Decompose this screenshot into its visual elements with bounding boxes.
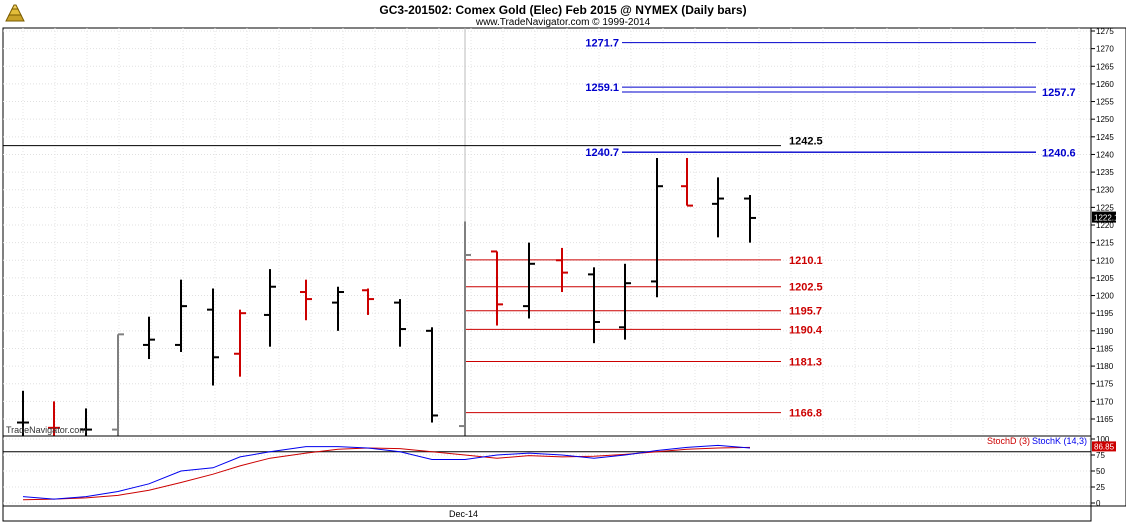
ohlc-bar bbox=[300, 279, 312, 321]
ohlc-bars bbox=[17, 157, 756, 436]
ohlc-bar bbox=[681, 157, 693, 207]
y-tick-label: 1210 bbox=[1096, 256, 1114, 265]
y-tick-label: 1170 bbox=[1096, 397, 1114, 406]
x-tick-label: Dec-14 bbox=[449, 509, 478, 519]
price-panel[interactable] bbox=[2, 27, 1092, 437]
y-tick-label: 1275 bbox=[1096, 27, 1114, 36]
ohlc-bar bbox=[491, 250, 503, 326]
ohlc-bar bbox=[712, 177, 724, 238]
y-tick-label: 1220 bbox=[1096, 221, 1114, 230]
ohlc-bar bbox=[426, 327, 438, 423]
level-label: 1181.3 bbox=[789, 357, 822, 369]
level-label: 1271.7 bbox=[585, 38, 619, 50]
stoch-k-legend: StochK (14,3) bbox=[1032, 436, 1087, 446]
price-axis-strip bbox=[1090, 27, 1126, 507]
watermark: TradeNavigator.com bbox=[6, 425, 87, 435]
ohlc-bar bbox=[362, 288, 374, 315]
y-tick-label: 1205 bbox=[1096, 274, 1114, 283]
stochastic-y-tick-label: 0 bbox=[1096, 499, 1101, 508]
ohlc-bar bbox=[17, 390, 29, 436]
level-label: 1240.6 bbox=[1042, 147, 1076, 159]
ohlc-bar bbox=[459, 221, 471, 436]
y-tick-label: 1165 bbox=[1096, 415, 1114, 424]
stochastic-y-tick-label: 25 bbox=[1096, 483, 1105, 492]
chart-subtitle: www.TradeNavigator.com © 1999-2014 bbox=[475, 17, 651, 28]
stochastic-y-tick-label: 100 bbox=[1096, 435, 1110, 444]
stochastic-y-tick-label: 50 bbox=[1096, 467, 1105, 476]
ohlc-bar bbox=[112, 333, 124, 436]
y-tick-label: 1190 bbox=[1096, 327, 1114, 336]
y-tick-label: 1260 bbox=[1096, 80, 1114, 89]
ohlc-bar bbox=[234, 309, 246, 377]
ohlc-bar bbox=[619, 263, 631, 340]
ohlc-bar bbox=[651, 157, 663, 298]
ohlc-bar bbox=[332, 286, 344, 331]
ohlc-bar bbox=[264, 269, 276, 347]
level-label: 1210.1 bbox=[789, 255, 823, 267]
y-tick-label: 1195 bbox=[1096, 309, 1114, 318]
y-tick-label: 1215 bbox=[1096, 239, 1114, 248]
y-tick-label: 1245 bbox=[1096, 133, 1114, 142]
level-label: 1202.5 bbox=[789, 282, 823, 294]
level-label: 1242.5 bbox=[789, 136, 823, 148]
ohlc-bar bbox=[207, 288, 219, 386]
level-label: 1195.7 bbox=[789, 306, 822, 318]
ohlc-bar bbox=[744, 195, 756, 243]
ohlc-bar bbox=[394, 299, 406, 347]
ohlc-bar bbox=[588, 267, 600, 344]
y-tick-label: 1175 bbox=[1096, 380, 1114, 389]
y-tick-label: 1180 bbox=[1096, 362, 1114, 371]
stochastic-grid bbox=[3, 438, 1091, 504]
ohlc-bar bbox=[523, 242, 535, 319]
level-label: 1259.1 bbox=[585, 82, 619, 94]
y-tick-label: 1270 bbox=[1096, 45, 1114, 54]
level-label: 1257.7 bbox=[1042, 87, 1076, 99]
y-tick-label: 1255 bbox=[1096, 98, 1114, 107]
last-price-box bbox=[1092, 211, 1116, 223]
price-grid bbox=[3, 28, 1091, 506]
stochastic-last-label: 86.85 bbox=[1094, 442, 1115, 451]
y-tick-label: 1240 bbox=[1096, 150, 1114, 159]
level-lines: 1271.7 1259.1 1257.7 1240.7 1240.6 1242.5 1210… bbox=[3, 38, 1076, 420]
level-label: 1240.7 bbox=[585, 147, 619, 159]
y-tick-label: 1200 bbox=[1096, 292, 1114, 301]
time-axis-strip bbox=[2, 505, 1092, 522]
price-axis: 1165 1170 1175 1180 1185 1190 1195 1200 1205 1210… bbox=[1090, 27, 1126, 507]
level-label: 1166.8 bbox=[789, 408, 822, 420]
y-tick-label: 1225 bbox=[1096, 203, 1114, 212]
y-tick-label: 1250 bbox=[1096, 115, 1114, 124]
stochastic-last-box bbox=[1092, 441, 1116, 452]
ohlc-bar bbox=[175, 279, 187, 352]
stochastic-y-tick-label: 75 bbox=[1096, 451, 1105, 460]
ohlc-bar bbox=[48, 401, 60, 436]
ohlc-bar bbox=[143, 316, 155, 360]
stoch-d-legend: StochD (3) bbox=[987, 436, 1030, 446]
ohlc-bar bbox=[80, 408, 92, 436]
chart-title: GC3-201502: Comex Gold (Elec) Feb 2015 @… bbox=[379, 3, 747, 17]
y-tick-label: 1185 bbox=[1096, 344, 1114, 353]
y-tick-label: 1230 bbox=[1096, 186, 1114, 195]
stochastic-lines bbox=[22, 444, 751, 501]
level-label: 1190.4 bbox=[789, 324, 823, 336]
last-price-label: 1222.1 bbox=[1094, 214, 1119, 223]
y-tick-label: 1235 bbox=[1096, 168, 1114, 177]
stochastic-series-line bbox=[22, 444, 751, 500]
gold-bars-icon bbox=[4, 3, 26, 23]
ohlc-bar bbox=[556, 247, 568, 293]
y-tick-label: 1265 bbox=[1096, 62, 1114, 71]
